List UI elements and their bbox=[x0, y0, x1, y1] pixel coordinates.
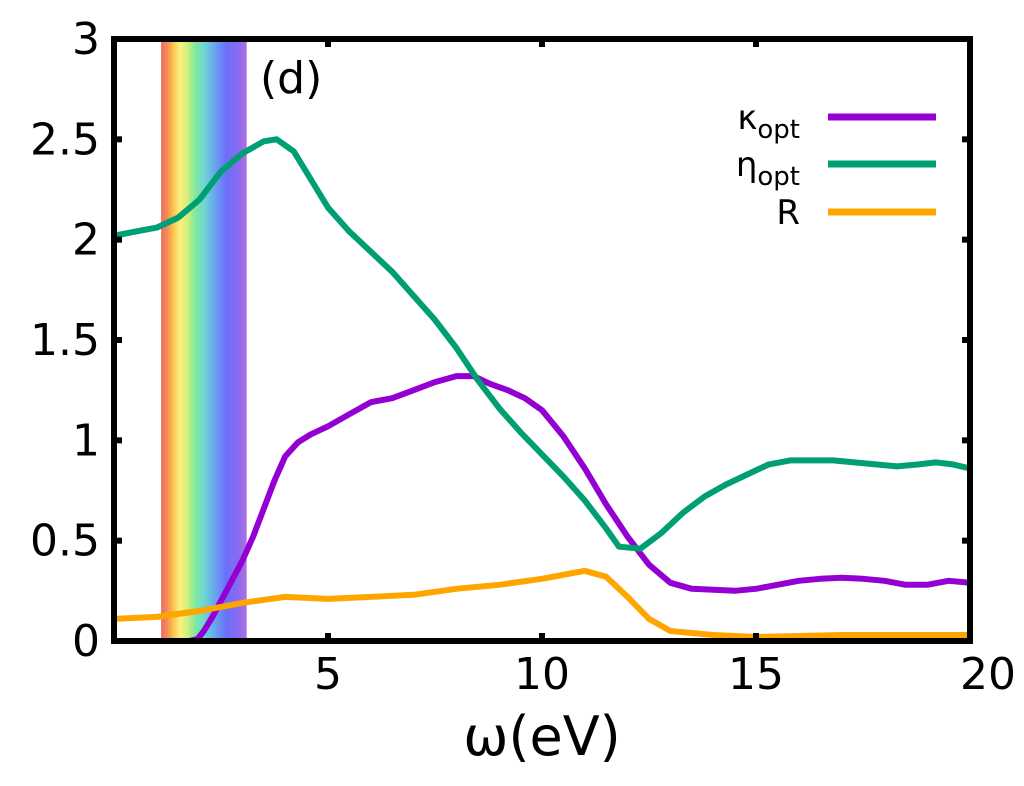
x-tick-label: 20 bbox=[960, 649, 1016, 700]
y-tick-label: 1 bbox=[72, 415, 100, 466]
y-tick-label: 0.5 bbox=[30, 516, 100, 567]
panel-label: (d) bbox=[260, 53, 322, 104]
x-axis-title: ω(eV) bbox=[463, 705, 621, 768]
series-line-2 bbox=[114, 567, 970, 640]
series-line-0 bbox=[185, 373, 970, 641]
y-tick-label: 2 bbox=[72, 215, 100, 266]
legend-label-1: ηopt bbox=[736, 145, 800, 192]
x-tick-label: 5 bbox=[314, 649, 342, 700]
visible-spectrum-band bbox=[161, 39, 247, 641]
series-line-1 bbox=[114, 136, 970, 552]
series-layer bbox=[114, 136, 970, 641]
x-tick-label: 10 bbox=[514, 649, 570, 700]
y-tick-label: 0 bbox=[72, 616, 100, 667]
legend-label-2: R bbox=[776, 193, 800, 233]
x-tick-label: 15 bbox=[728, 649, 784, 700]
y-tick-label: 1.5 bbox=[30, 315, 100, 366]
legend-label-0: κopt bbox=[737, 98, 800, 145]
y-tick-label: 2.5 bbox=[30, 114, 100, 165]
y-tick-label: 3 bbox=[72, 14, 100, 65]
ticks-layer: 0 0.5 1 1.5 2 2.5 3 5 10 15 20 bbox=[30, 14, 1016, 700]
